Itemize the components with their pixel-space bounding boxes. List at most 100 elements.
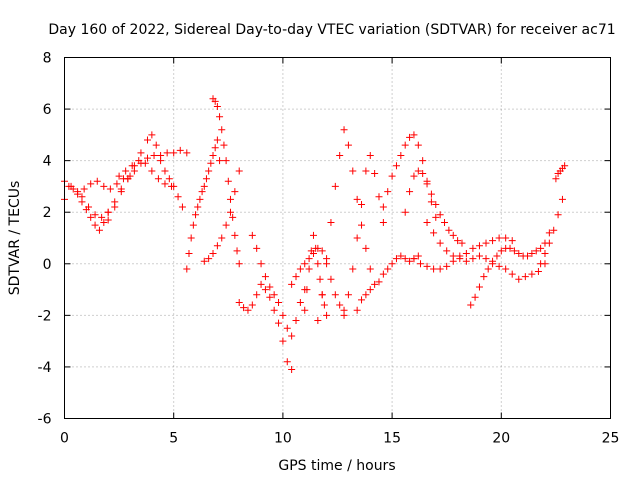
data-point: [379, 203, 387, 211]
data-point: [198, 188, 206, 196]
data-point: [484, 265, 492, 273]
data-point: [143, 136, 151, 144]
data-point: [296, 265, 304, 273]
data-point: [211, 97, 219, 105]
data-point: [216, 157, 224, 165]
data-point: [454, 237, 462, 245]
data-point: [388, 260, 396, 268]
data-point: [244, 306, 252, 314]
data-point: [432, 213, 440, 221]
data-point: [414, 167, 422, 175]
data-point: [375, 193, 383, 201]
data-point: [550, 226, 558, 234]
data-point: [316, 275, 324, 283]
data-point: [261, 273, 269, 281]
data-point: [148, 167, 156, 175]
data-point: [170, 149, 178, 157]
data-point: [482, 255, 490, 263]
data-point: [248, 301, 256, 309]
data-point: [231, 231, 239, 239]
data-point: [462, 257, 470, 265]
data-point: [220, 141, 228, 149]
data-point: [233, 247, 241, 255]
data-point: [161, 180, 169, 188]
data-point: [515, 249, 523, 257]
data-point: [456, 255, 464, 263]
data-point: [388, 172, 396, 180]
data-point: [541, 249, 549, 257]
data-point: [115, 172, 123, 180]
data-point: [471, 293, 479, 301]
data-point: [213, 136, 221, 144]
data-point: [502, 234, 510, 242]
data-point: [366, 286, 374, 294]
series-arc-11: [288, 244, 348, 314]
data-point: [392, 255, 400, 263]
data-point: [320, 301, 328, 309]
data-point: [467, 301, 475, 309]
y-tick-label: -4: [38, 360, 52, 376]
data-point: [106, 185, 114, 193]
data-point: [200, 182, 208, 190]
data-point: [78, 193, 86, 201]
data-point: [482, 239, 490, 247]
data-point: [305, 265, 313, 273]
data-point: [141, 159, 149, 167]
data-point: [392, 162, 400, 170]
data-point: [469, 255, 477, 263]
data-point: [307, 247, 315, 255]
data-point: [419, 157, 427, 165]
y-tick-label: 8: [43, 51, 52, 67]
data-point: [253, 291, 261, 299]
x-tick-label: 15: [383, 431, 401, 447]
data-point: [545, 229, 553, 237]
data-point: [67, 182, 75, 190]
data-point: [344, 141, 352, 149]
data-point: [154, 175, 162, 183]
data-points: [61, 95, 569, 374]
data-point: [449, 252, 457, 260]
data-point: [117, 188, 125, 196]
data-point: [257, 280, 265, 288]
data-point: [275, 298, 283, 306]
data-point: [283, 324, 291, 332]
data-point: [305, 255, 313, 263]
data-point: [205, 167, 213, 175]
data-point: [301, 260, 309, 268]
data-point: [163, 149, 171, 157]
data-point: [314, 317, 322, 325]
data-point: [192, 211, 200, 219]
data-point: [312, 244, 320, 252]
data-point: [353, 234, 361, 242]
data-point: [213, 242, 221, 250]
data-point: [554, 211, 562, 219]
data-point: [124, 175, 132, 183]
x-tick-label: 10: [274, 431, 292, 447]
series-arc-17: [401, 167, 466, 247]
series-arc-7: [200, 167, 243, 265]
data-point: [226, 208, 234, 216]
data-point: [401, 255, 409, 263]
data-point: [222, 157, 230, 165]
data-point: [552, 175, 560, 183]
series-arc-20: [467, 229, 553, 309]
data-point: [410, 131, 418, 139]
y-axis-label: SDTVAR / TECUs: [7, 181, 23, 296]
data-point: [296, 298, 304, 306]
data-point: [87, 180, 95, 188]
data-point: [100, 219, 108, 227]
data-point: [205, 255, 213, 263]
data-point: [362, 167, 370, 175]
data-point: [510, 247, 518, 255]
data-point: [270, 306, 278, 314]
data-point: [104, 208, 112, 216]
data-point: [279, 311, 287, 319]
data-point: [292, 317, 300, 325]
data-point: [537, 244, 545, 252]
data-point: [231, 188, 239, 196]
data-point: [157, 157, 165, 165]
data-point: [87, 213, 95, 221]
data-point: [558, 195, 566, 203]
data-point: [224, 177, 232, 185]
series-arc-15: [353, 252, 422, 314]
